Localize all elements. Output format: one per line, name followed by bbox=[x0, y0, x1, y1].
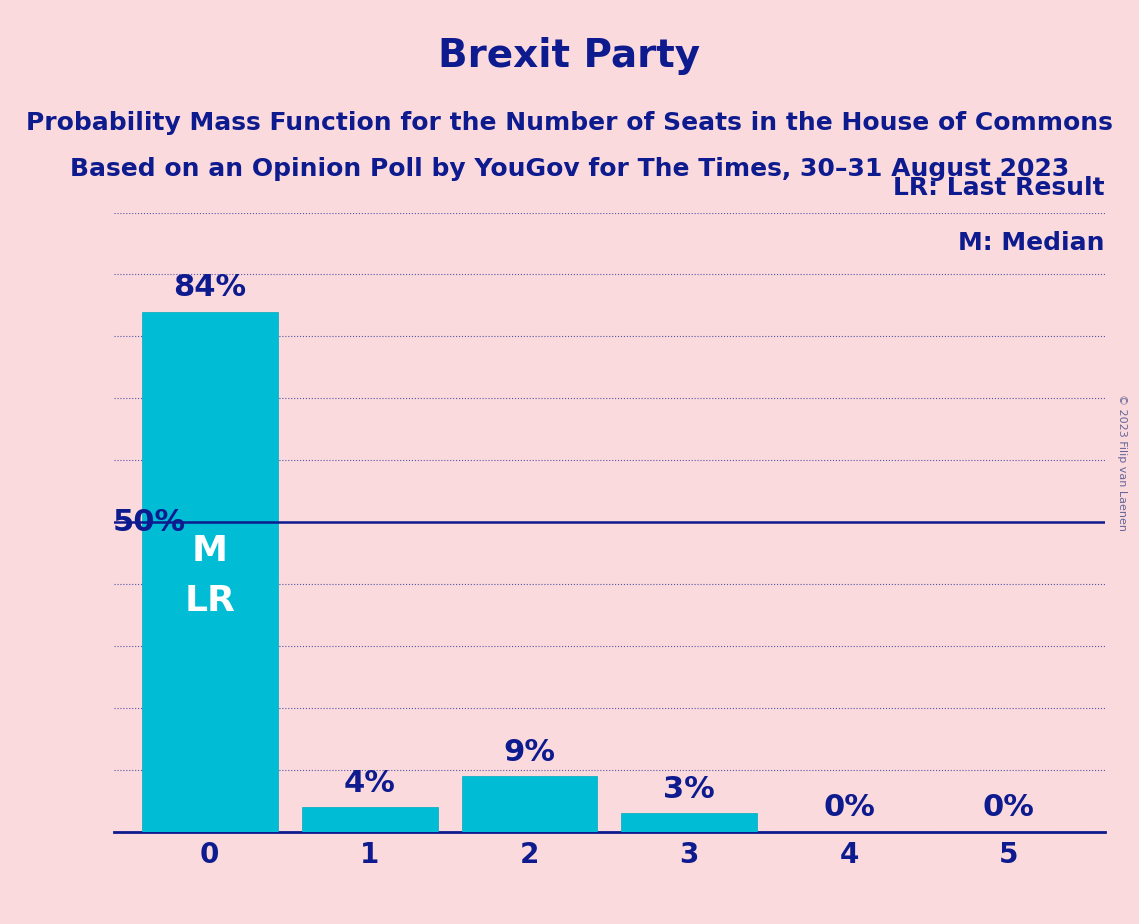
Text: Based on an Opinion Poll by YouGov for The Times, 30–31 August 2023: Based on an Opinion Poll by YouGov for T… bbox=[69, 157, 1070, 181]
Text: Brexit Party: Brexit Party bbox=[439, 37, 700, 75]
Text: 4%: 4% bbox=[344, 769, 395, 797]
Text: 9%: 9% bbox=[503, 737, 556, 767]
Bar bbox=[142, 311, 278, 832]
Text: 0%: 0% bbox=[823, 794, 875, 822]
Text: M: M bbox=[191, 534, 228, 568]
Text: 50%: 50% bbox=[113, 507, 186, 537]
Text: © 2023 Filip van Laenen: © 2023 Filip van Laenen bbox=[1117, 394, 1126, 530]
Text: 3%: 3% bbox=[663, 774, 715, 804]
Text: Probability Mass Function for the Number of Seats in the House of Commons: Probability Mass Function for the Number… bbox=[26, 111, 1113, 135]
Bar bbox=[302, 807, 437, 832]
Bar bbox=[622, 813, 757, 832]
Text: M: Median: M: Median bbox=[958, 231, 1105, 255]
Bar bbox=[461, 776, 597, 832]
Text: LR: Last Result: LR: Last Result bbox=[893, 176, 1105, 201]
Text: 84%: 84% bbox=[173, 274, 246, 302]
Text: LR: LR bbox=[185, 584, 236, 618]
Text: 0%: 0% bbox=[983, 794, 1035, 822]
